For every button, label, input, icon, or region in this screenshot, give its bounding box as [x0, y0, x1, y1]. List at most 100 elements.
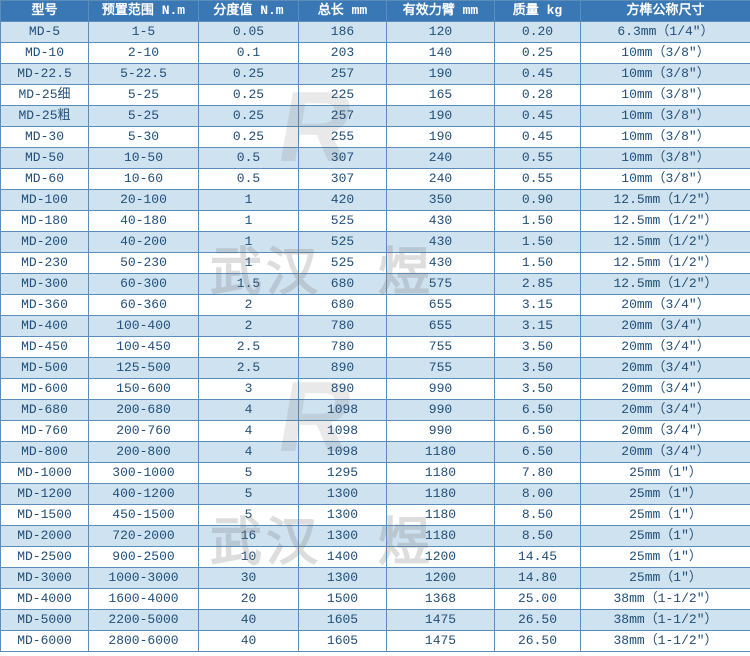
table-cell: 900-2500	[89, 547, 199, 568]
table-cell: 2	[199, 316, 299, 337]
table-cell: 4	[199, 400, 299, 421]
table-cell: 1.50	[495, 211, 581, 232]
table-cell: 400-1200	[89, 484, 199, 505]
table-cell: 150-600	[89, 379, 199, 400]
table-cell: 0.5	[199, 148, 299, 169]
table-cell: 3.50	[495, 358, 581, 379]
table-cell: 40-200	[89, 232, 199, 253]
table-cell: 1180	[387, 526, 495, 547]
table-row: MD-30060-3001.56805752.8512.5mm（1/2″）	[1, 274, 750, 295]
table-cell: 186	[299, 22, 387, 43]
table-row: MD-2500900-2500101400120014.4525mm（1″）	[1, 547, 750, 568]
table-cell: 125-500	[89, 358, 199, 379]
table-cell: 0.25	[199, 127, 299, 148]
table-cell: 1098	[299, 421, 387, 442]
table-cell: MD-30	[1, 127, 89, 148]
table-cell: 525	[299, 232, 387, 253]
table-cell: MD-200	[1, 232, 89, 253]
table-cell: 780	[299, 337, 387, 358]
table-cell: 1-5	[89, 22, 199, 43]
table-cell: 8.50	[495, 505, 581, 526]
table-cell: 5-25	[89, 85, 199, 106]
table-cell: 120	[387, 22, 495, 43]
table-row: MD-400100-40027806553.1520mm（3/4″）	[1, 316, 750, 337]
table-cell: 450-1500	[89, 505, 199, 526]
table-cell: 780	[299, 316, 387, 337]
table-cell: 10mm（3/8″）	[581, 148, 750, 169]
table-cell: 14.45	[495, 547, 581, 568]
table-cell: 1605	[299, 631, 387, 652]
table-cell: 1500	[299, 589, 387, 610]
table-cell: 200-760	[89, 421, 199, 442]
table-cell: 1200	[387, 547, 495, 568]
table-cell: 25.00	[495, 589, 581, 610]
col-header: 型号	[1, 1, 89, 22]
table-cell: 20mm（3/4″）	[581, 337, 750, 358]
table-cell: 1	[199, 190, 299, 211]
table-row: MD-102-100.12031400.2510mm（3/8″）	[1, 43, 750, 64]
table-cell: 5	[199, 505, 299, 526]
col-header: 预置范围 N.m	[89, 1, 199, 22]
table-cell: 1600-4000	[89, 589, 199, 610]
table-cell: 1475	[387, 610, 495, 631]
table-cell: 1098	[299, 400, 387, 421]
table-cell: 6.3mm（1/4″）	[581, 22, 750, 43]
table-cell: 575	[387, 274, 495, 295]
table-cell: 255	[299, 127, 387, 148]
table-cell: 0.25	[199, 64, 299, 85]
table-cell: 1.50	[495, 253, 581, 274]
table-cell: 25mm（1″）	[581, 505, 750, 526]
table-cell: 2800-6000	[89, 631, 199, 652]
table-row: MD-500125-5002.58907553.5020mm（3/4″）	[1, 358, 750, 379]
table-cell: 26.50	[495, 631, 581, 652]
table-cell: 0.20	[495, 22, 581, 43]
table-cell: 3.50	[495, 379, 581, 400]
table-cell: 12.5mm（1/2″）	[581, 232, 750, 253]
table-cell: 0.5	[199, 169, 299, 190]
table-cell: 5-22.5	[89, 64, 199, 85]
table-cell: 257	[299, 64, 387, 85]
table-header-row: 型号 预置范围 N.m 分度值 N.m 总长 mm 有效力臂 mm 质量 kg …	[1, 1, 750, 22]
table-cell: 0.45	[495, 64, 581, 85]
table-cell: MD-25细	[1, 85, 89, 106]
table-cell: 50-230	[89, 253, 199, 274]
table-cell: 655	[387, 295, 495, 316]
table-cell: 307	[299, 169, 387, 190]
table-cell: 2	[199, 295, 299, 316]
table-cell: 40-180	[89, 211, 199, 232]
table-cell: 890	[299, 379, 387, 400]
table-cell: 1	[199, 232, 299, 253]
table-cell: 3	[199, 379, 299, 400]
table-cell: 12.5mm（1/2″）	[581, 274, 750, 295]
table-cell: MD-60	[1, 169, 89, 190]
table-cell: MD-180	[1, 211, 89, 232]
table-cell: 25mm（1″）	[581, 463, 750, 484]
table-row: MD-18040-18015254301.5012.5mm（1/2″）	[1, 211, 750, 232]
table-row: MD-1200400-12005130011808.0025mm（1″）	[1, 484, 750, 505]
table-cell: 38mm（1-1/2″）	[581, 631, 750, 652]
table-cell: 2200-5000	[89, 610, 199, 631]
table-cell: MD-450	[1, 337, 89, 358]
table-cell: 257	[299, 106, 387, 127]
table-cell: 240	[387, 169, 495, 190]
table-row: MD-6010-600.53072400.5510mm（3/8″）	[1, 169, 750, 190]
table-cell: 60-360	[89, 295, 199, 316]
table-cell: 38mm（1-1/2″）	[581, 589, 750, 610]
table-cell: MD-400	[1, 316, 89, 337]
table-cell: 720-2000	[89, 526, 199, 547]
table-cell: MD-500	[1, 358, 89, 379]
table-cell: 990	[387, 400, 495, 421]
table-cell: 525	[299, 253, 387, 274]
table-cell: 10mm（3/8″）	[581, 85, 750, 106]
table-cell: 1180	[387, 463, 495, 484]
table-cell: MD-2000	[1, 526, 89, 547]
table-row: MD-1000300-10005129511807.8025mm（1″）	[1, 463, 750, 484]
table-row: MD-22.55-22.50.252571900.4510mm（3/8″）	[1, 64, 750, 85]
table-cell: 25mm（1″）	[581, 526, 750, 547]
table-cell: 240	[387, 148, 495, 169]
table-cell: 0.45	[495, 106, 581, 127]
table-cell: 3.15	[495, 316, 581, 337]
table-cell: 890	[299, 358, 387, 379]
table-cell: 2-10	[89, 43, 199, 64]
table-cell: 26.50	[495, 610, 581, 631]
